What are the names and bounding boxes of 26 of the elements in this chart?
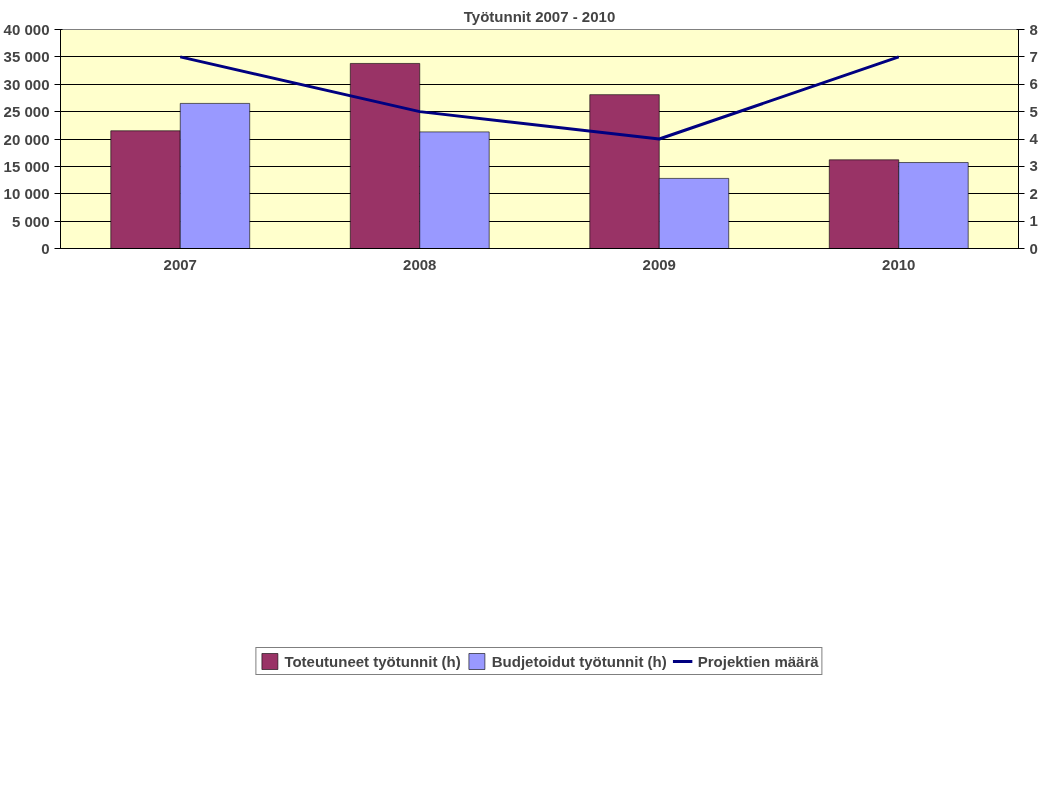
legend-label: Budjetoidut työtunnit (h): [491, 652, 667, 670]
legend-label: Projektien määrä: [697, 652, 819, 670]
y-tick-label: 15 000: [3, 157, 50, 175]
y2-tick-label: 3: [1029, 157, 1038, 175]
y2-tick-label: 7: [1029, 47, 1038, 65]
x-tick-label: 2009: [642, 255, 676, 273]
y2-tick-label: 5: [1029, 102, 1038, 120]
y-tick-label: 25 000: [3, 103, 50, 121]
y2-tick-label: 4: [1029, 130, 1039, 147]
x-tick-label: 2007: [163, 255, 197, 273]
x-tick-label: 2010: [882, 255, 916, 273]
y2-tick-label: 0: [1029, 239, 1038, 257]
y-tick-label: 35 000: [3, 48, 50, 66]
y-tick-label: 0: [41, 240, 50, 257]
y2-tick-label: 1: [1029, 212, 1038, 230]
y2-tick-label: 8: [1029, 20, 1038, 38]
y-tick-label: 5 000: [11, 212, 50, 230]
chart-title: Työtunnit 2007 - 2010: [463, 7, 616, 25]
y-tick-label: 10 000: [3, 185, 50, 203]
legend-label: Toteutuneet työtunnit (h): [284, 652, 461, 670]
y-tick-label: 30 000: [3, 75, 50, 93]
y2-tick-label: 2: [1029, 184, 1038, 202]
x-tick-label: 2008: [403, 255, 437, 273]
y-tick-label: 40 000: [3, 21, 50, 38]
y-tick-label: 20 000: [3, 130, 50, 148]
y2-tick-label: 6: [1029, 75, 1038, 93]
